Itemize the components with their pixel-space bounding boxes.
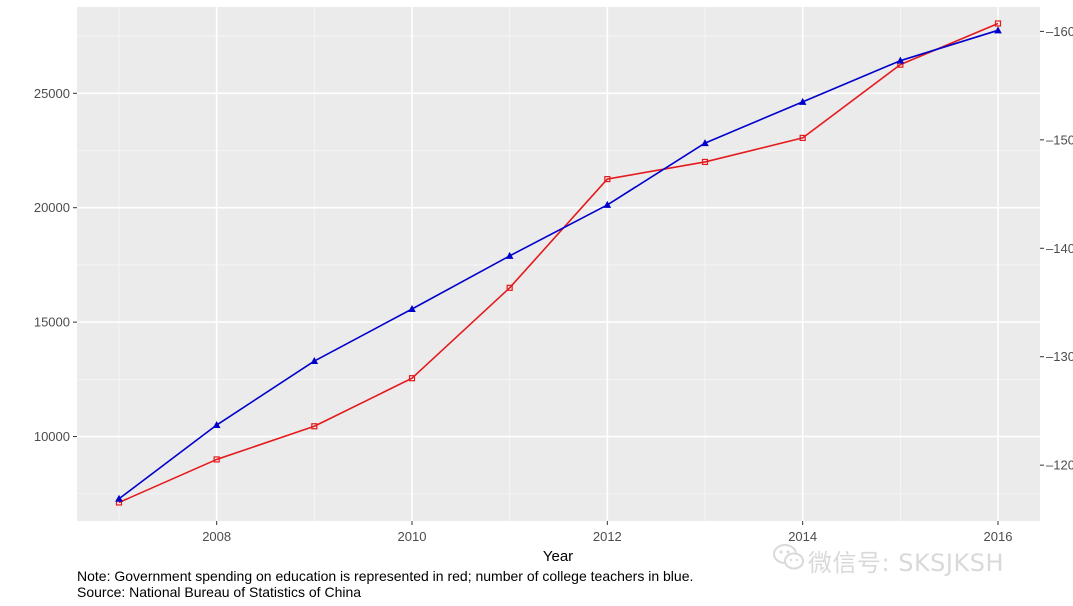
x-axis-label: Year: [543, 548, 573, 565]
x-tick-label: 2014: [788, 529, 817, 544]
series-2-point: [896, 56, 905, 64]
y-left-tick-label: 20000: [34, 200, 70, 215]
series-1-point: [994, 20, 1002, 27]
series-2-point: [212, 421, 221, 429]
y-right-tick-label: –160: [1046, 24, 1073, 39]
series-2-line: [118, 29, 999, 500]
series-1-point: [311, 423, 318, 430]
wechat-icon: [773, 544, 804, 570]
series-1-point: [213, 456, 220, 463]
series-2-point: [603, 200, 612, 208]
major-gridlines: [77, 7, 1040, 521]
series-2-point: [505, 251, 514, 259]
source-text: Source: National Bureau of Statistics of…: [77, 584, 362, 600]
y-left-tick-label: 15000: [34, 315, 70, 330]
watermark: 微信号: SKSJKSH: [808, 549, 1005, 577]
series-2-point: [994, 26, 1002, 34]
axes: 2008 2010 2012 2014 2016 10000 15000 20000 25000…: [34, 24, 1073, 544]
series-points: [115, 20, 1002, 506]
series-1-point: [701, 158, 709, 166]
x-tick-label: 2008: [202, 529, 231, 544]
y-right-tick-label: –140: [1046, 241, 1073, 256]
series-1-line: [118, 22, 999, 504]
x-tick-label: 2012: [593, 529, 622, 544]
series-2-point: [408, 305, 416, 313]
series-1-point: [799, 134, 806, 142]
series-1-point: [408, 375, 416, 382]
plot-panel: [77, 7, 1040, 521]
series-2-point: [310, 357, 319, 365]
series-1-point: [604, 175, 611, 183]
series-2-point: [798, 97, 807, 105]
series-2-point: [701, 139, 709, 147]
x-tick-label: 2016: [984, 529, 1013, 544]
series-2-point: [115, 494, 123, 502]
y-right-tick-label: –150: [1046, 132, 1073, 147]
y-right-tick-label: –120: [1046, 458, 1073, 473]
y-right-tick-label: –130: [1046, 349, 1073, 364]
x-tick-label: 2010: [398, 529, 427, 544]
series-lines: [118, 22, 999, 504]
note-text: Note: Government spending on education i…: [77, 568, 694, 584]
y-left-tick-label: 10000: [34, 429, 70, 444]
y-left-tick-label: 25000: [34, 86, 70, 101]
series-1-point: [506, 284, 513, 291]
